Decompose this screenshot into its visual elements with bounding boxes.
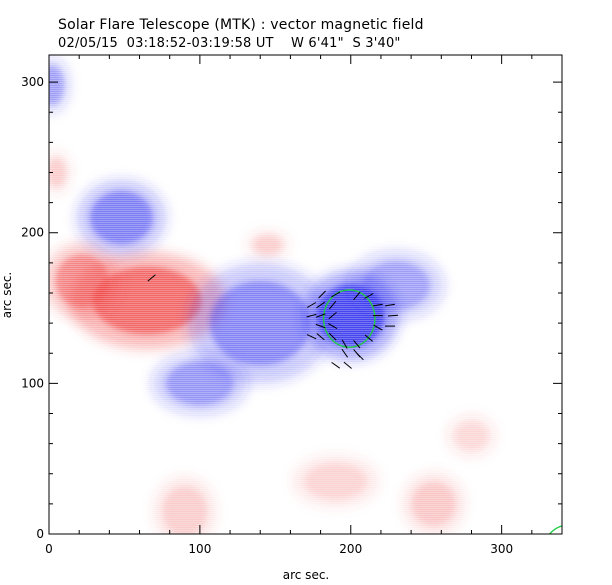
field-vector-8 <box>316 333 325 341</box>
y-tick-label: 300 <box>21 75 44 89</box>
y-tick-label: 0 <box>36 527 44 541</box>
y-axis-label: arc sec. <box>0 272 14 318</box>
contour-0 <box>322 289 376 348</box>
field-vector-3 <box>329 300 337 310</box>
field-vector-2 <box>316 301 325 309</box>
field-vector-25 <box>355 352 364 361</box>
field-vector-26 <box>306 334 317 340</box>
field-vector-12 <box>364 334 374 342</box>
field-vector-11 <box>353 340 361 349</box>
x-tick-label: 300 <box>490 542 513 556</box>
scanline-texture <box>49 55 562 534</box>
field-vector-15 <box>372 303 383 307</box>
field-vector-9 <box>328 332 337 341</box>
vector-layer <box>147 274 399 369</box>
field-vector-23 <box>331 361 341 369</box>
field-vector-20 <box>385 303 395 307</box>
axis-tick-labels: 0 100 200 300 0 100 200 300 <box>21 75 513 556</box>
contour-1 <box>548 525 562 534</box>
axis-ticks <box>48 55 563 535</box>
chart-title: Solar Flare Telescope (MTK) : vector mag… <box>58 17 424 33</box>
field-vector-13 <box>373 324 383 331</box>
y-tick-label: 100 <box>21 376 44 390</box>
field-vector-19 <box>387 314 399 317</box>
field-vector-17 <box>353 291 361 301</box>
plot-frame <box>48 54 563 535</box>
x-tick-label: 100 <box>188 542 211 556</box>
field-vector-7 <box>328 323 338 330</box>
x-tick-label: 200 <box>339 542 362 556</box>
field-vector-24 <box>343 361 352 369</box>
contour-layer <box>322 289 562 534</box>
field-vector-0 <box>318 290 326 299</box>
y-tick-label: 200 <box>21 226 44 240</box>
field-vector-29 <box>147 274 156 282</box>
chart-subtitle: 02/05/15 03:18:52-03:19:58 UT W 6'41" S … <box>58 36 401 51</box>
field-vector-16 <box>364 293 374 299</box>
x-tick-label: 0 <box>45 542 53 556</box>
field-vector-5 <box>328 312 337 320</box>
x-axis-label: arc sec. <box>283 568 329 582</box>
field-vector-28 <box>306 302 317 308</box>
field-vector-6 <box>315 323 326 329</box>
field-vector-1 <box>331 291 341 298</box>
field-vector-4 <box>315 313 326 318</box>
field-vector-27 <box>306 313 317 318</box>
field-vector-10 <box>341 339 348 349</box>
field-vector-21 <box>341 348 349 358</box>
